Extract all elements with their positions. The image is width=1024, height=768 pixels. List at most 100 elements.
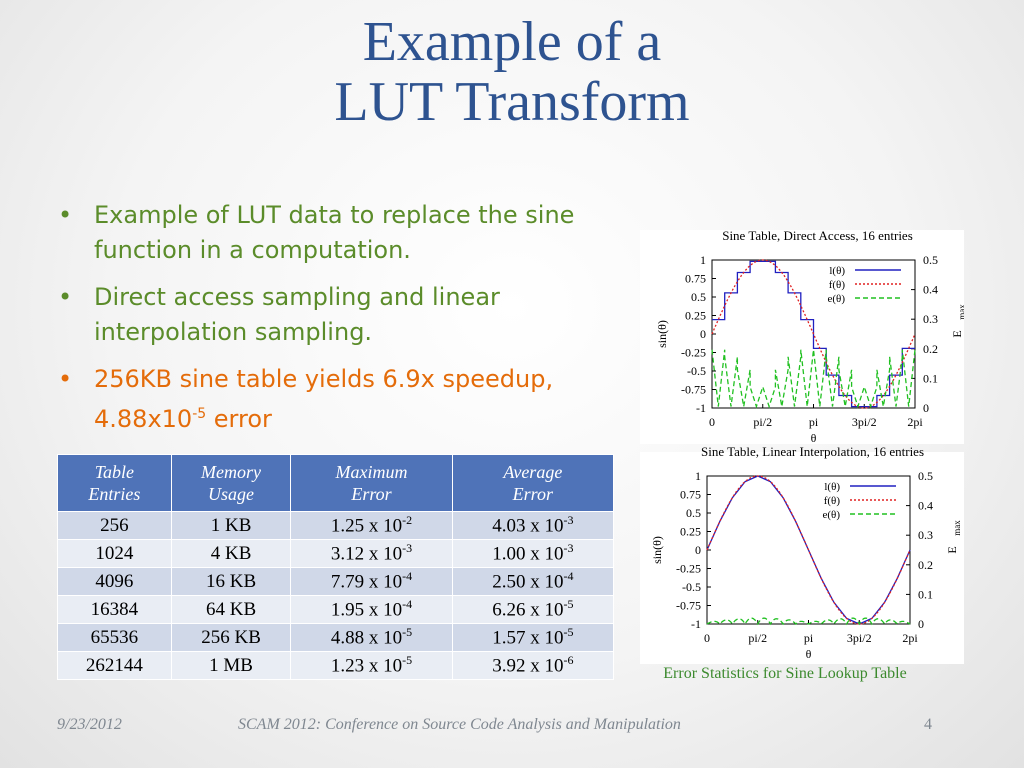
legend-box: [806, 478, 906, 524]
error-statistics-table: Table Entries Memory Usage Maximum Error Av…: [57, 454, 615, 680]
x-axis-label: θ: [811, 431, 817, 445]
cell-avg-error: 1.57 x 10-5: [451, 623, 615, 652]
footer-date: 9/23/2012: [57, 716, 122, 733]
series-line: [706, 475, 911, 625]
cell-memory: 1 MB: [170, 651, 292, 680]
y-tick-label: 0: [695, 543, 701, 557]
bullet-text: Example of LUT data to replace the sine …: [94, 201, 575, 264]
series-line: [711, 349, 916, 409]
chart-2: Sine Table, Linear Interpolation, 16 ent…: [640, 444, 964, 666]
y-tick-label: -0.5: [682, 580, 701, 594]
bullet-text: Direct access sampling and linear interp…: [94, 283, 500, 346]
chart-caption: Error Statistics for Sine Lookup Table: [663, 665, 907, 682]
y2-tick-label: 0.3: [923, 312, 938, 326]
y2-axis-label-sub: max: [952, 520, 962, 536]
cell-avg-error: 2.50 x 10-4: [451, 567, 615, 596]
y2-axis-label-main: E: [945, 546, 959, 553]
cell-entries: 262144: [57, 651, 172, 680]
y2-tick-label: 0.1: [923, 371, 938, 385]
x-tick-label: pi: [804, 631, 814, 645]
chart-panel: Sine Table, Direct Access, 16 entries 1 0.…: [640, 224, 967, 666]
slide-title: Example of a LUT Transform: [0, 12, 1024, 132]
y-tick-label: -0.75: [681, 383, 706, 397]
x-tick-label: 0: [704, 631, 710, 645]
cell-max-error: 1.25 x 10-2: [290, 511, 453, 540]
title-line-1: Example of a: [362, 11, 662, 73]
cell-avg-error: 4.03 x 10-3: [451, 511, 615, 540]
y-tick-label: -0.75: [676, 599, 701, 613]
y2-tick-label: 0.4: [923, 283, 938, 297]
series-line: [711, 259, 916, 409]
cell-max-error: 1.95 x 10-4: [290, 595, 453, 624]
table-row: 4096 16 KB 7.79 x 10-4 2.50 x 10-4: [57, 567, 615, 596]
y-tick-label: -1: [691, 617, 701, 631]
series-line: [706, 617, 911, 626]
x-tick-label: 0: [709, 415, 715, 429]
y-tick-label: 0.75: [680, 488, 701, 502]
y2-tick-label: 0.5: [923, 253, 938, 267]
y-tick-label: -0.25: [676, 562, 701, 576]
y2-axis-label-main: E: [950, 330, 964, 337]
y2-tick-label: 0.1: [918, 587, 933, 601]
legend-label: l(θ): [824, 481, 840, 493]
bullet-item: • Example of LUT data to replace the sin…: [52, 198, 652, 268]
cell-entries: 256: [57, 511, 172, 540]
table-row: 65536 256 KB 4.88 x 10-5 1.57 x 10-5: [57, 623, 615, 652]
y2-tick-label: 0.5: [918, 469, 933, 483]
x-tick-label: pi/2: [748, 631, 767, 645]
cell-memory: 1 KB: [170, 511, 292, 540]
x-tick-label: 3pi/2: [852, 415, 877, 429]
table-header-row: Table Entries Memory Usage Maximum Error Av…: [57, 454, 615, 512]
legend-label: f(θ): [829, 279, 846, 291]
x-tick-label: pi/2: [753, 415, 772, 429]
cell-avg-error: 3.92 x 10-6: [451, 651, 615, 680]
sine-error-charts: Sine Table, Direct Access, 16 entries 1 0.…: [640, 228, 967, 666]
y-axis-label: sin(θ): [655, 320, 669, 348]
y-tick-label: 0.5: [686, 506, 701, 520]
table-row: 256 1 KB 1.25 x 10-2 4.03 x 10-3: [57, 511, 615, 540]
y2-tick-label: 0.2: [918, 558, 933, 572]
legend-label: l(θ): [829, 265, 845, 277]
cell-memory: 256 KB: [170, 623, 292, 652]
y-tick-label: 0.25: [680, 525, 701, 539]
y2-tick-label: 0.4: [918, 499, 933, 513]
cell-memory: 4 KB: [170, 539, 292, 568]
header-average-error: Average Error: [451, 454, 615, 512]
header-table-entries: Table Entries: [57, 454, 172, 512]
bullet-dot: •: [58, 365, 73, 393]
x-axis-label: θ: [806, 647, 812, 661]
cell-max-error: 7.79 x 10-4: [290, 567, 453, 596]
bullet-text-post: error: [206, 405, 272, 433]
cell-avg-error: 1.00 x 10-3: [451, 539, 615, 568]
cell-entries: 4096: [57, 567, 172, 596]
chart-1: Sine Table, Direct Access, 16 entries 1 0.…: [640, 228, 967, 445]
bullet-dot: •: [58, 201, 73, 229]
legend-box: [811, 262, 911, 308]
y-tick-label: 0.5: [691, 290, 706, 304]
table-row: 262144 1 MB 1.23 x 10-5 3.92 x 10-6: [57, 651, 615, 680]
y-tick-label: 1: [695, 469, 701, 483]
cell-memory: 64 KB: [170, 595, 292, 624]
bullet-text-pre: 256KB sine table yields 6.9x speedup, 4.…: [94, 365, 554, 433]
y2-tick-label: 0: [923, 401, 929, 415]
header-maximum-error: Maximum Error: [290, 454, 453, 512]
y2-tick-label: 0: [918, 617, 924, 631]
legend-label: e(θ): [828, 293, 846, 305]
bullet-item: • Direct access sampling and linear inte…: [52, 280, 652, 350]
bullet-dot: •: [58, 283, 73, 311]
x-tick-label: 2pi: [902, 631, 918, 645]
chart-title: Sine Table, Linear Interpolation, 16 ent…: [701, 444, 924, 459]
y2-axis-label-sub: max: [957, 304, 964, 320]
legend-label: f(θ): [824, 495, 841, 507]
bullet-list: • Example of LUT data to replace the sin…: [52, 198, 652, 449]
title-line-2: LUT Transform: [334, 71, 690, 133]
y2-tick-label: 0.2: [923, 342, 938, 356]
cell-avg-error: 6.26 x 10-5: [451, 595, 615, 624]
cell-max-error: 1.23 x 10-5: [290, 651, 453, 680]
table-row: 16384 64 KB 1.95 x 10-4 6.26 x 10-5: [57, 595, 615, 624]
legend-label: e(θ): [823, 509, 841, 521]
y-tick-label: 1: [700, 253, 706, 267]
cell-max-error: 4.88 x 10-5: [290, 623, 453, 652]
